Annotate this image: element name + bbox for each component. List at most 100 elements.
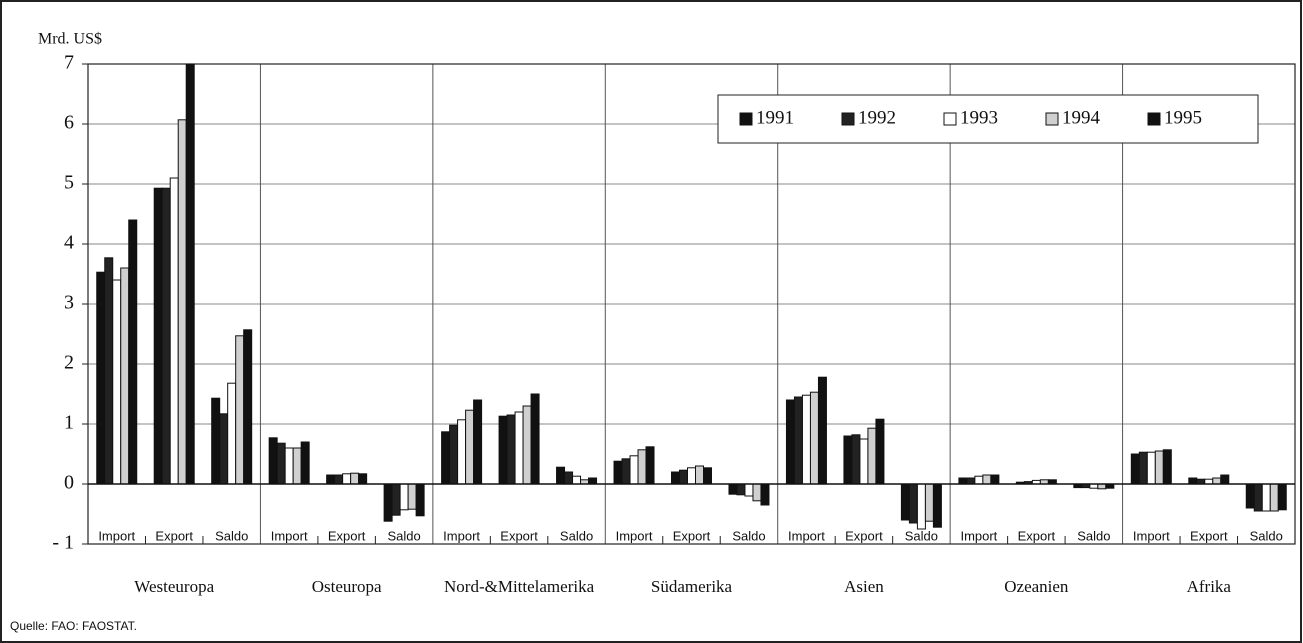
- x-tick-label: Export: [845, 528, 883, 543]
- bar: [104, 257, 114, 485]
- bar: [1269, 483, 1279, 512]
- bar: [120, 267, 130, 485]
- legend-swatch: [841, 112, 855, 126]
- x-tick-label: Import: [788, 528, 825, 543]
- bar: [1130, 453, 1140, 485]
- bar: [875, 418, 885, 485]
- legend-label: 1994: [1062, 107, 1101, 128]
- group-label: Ozeanien: [1004, 577, 1069, 596]
- bar: [744, 483, 754, 497]
- bar: [235, 335, 245, 485]
- bar: [407, 483, 417, 510]
- bar: [932, 483, 942, 528]
- bar: [441, 431, 451, 485]
- x-tick-label: Export: [155, 528, 193, 543]
- bar: [736, 483, 746, 496]
- legend-label: 1993: [960, 107, 998, 128]
- y-tick-label: 1: [64, 412, 74, 434]
- bar: [687, 467, 696, 485]
- legend-swatch: [739, 112, 753, 126]
- bar: [326, 474, 336, 485]
- bar: [227, 382, 237, 485]
- legend-label: 1991: [756, 107, 794, 128]
- legend-box: [717, 94, 1259, 144]
- bar: [1261, 483, 1271, 512]
- y-tick-label: 2: [64, 352, 74, 374]
- bar: [211, 397, 221, 485]
- x-tick-label: Saldo: [1250, 528, 1283, 543]
- bar: [809, 391, 819, 485]
- y-axis-label: Mrd. US$: [38, 31, 102, 48]
- x-tick-label: Export: [328, 528, 366, 543]
- bar: [637, 449, 647, 485]
- bar: [358, 473, 368, 485]
- x-tick-label: Import: [271, 528, 308, 543]
- bar: [785, 399, 795, 485]
- bar: [1245, 483, 1255, 509]
- bar: [990, 474, 1000, 485]
- bar: [1277, 483, 1287, 511]
- x-tick-label: Import: [616, 528, 653, 543]
- group-label: Südamerika: [651, 577, 733, 596]
- bar: [679, 469, 688, 485]
- y-tick-label: 3: [64, 292, 74, 314]
- y-tick-label: 6: [64, 112, 74, 134]
- bar: [268, 437, 278, 485]
- bar: [974, 475, 984, 485]
- legend-swatch: [1147, 112, 1161, 126]
- y-tick-label: 0: [64, 472, 74, 494]
- x-tick-label: Import: [960, 528, 997, 543]
- bar: [1220, 474, 1230, 485]
- legend-label: 1992: [858, 107, 896, 128]
- x-tick-label: Saldo: [387, 528, 420, 543]
- bar: [588, 477, 598, 485]
- group-label: Asien: [844, 577, 884, 596]
- bar: [916, 483, 926, 530]
- group-label: Westeuropa: [134, 577, 214, 596]
- x-tick-label: Saldo: [732, 528, 765, 543]
- bar: [958, 477, 968, 485]
- y-tick-label: - 1: [52, 532, 74, 554]
- group-label: Osteuropa: [312, 577, 382, 596]
- legend-swatch: [1045, 112, 1059, 126]
- bar: [96, 271, 106, 485]
- bar: [342, 473, 352, 485]
- bar: [284, 447, 294, 485]
- bar: [908, 483, 918, 524]
- bar: [629, 455, 639, 485]
- bar: [728, 483, 738, 495]
- bar: [128, 219, 138, 485]
- x-tick-label: Export: [673, 528, 711, 543]
- bar: [514, 411, 524, 485]
- bar: [161, 187, 171, 485]
- bar: [966, 477, 976, 485]
- x-tick-label: Import: [1133, 528, 1170, 543]
- bar: [169, 177, 179, 485]
- bar: [1188, 477, 1198, 485]
- bar: [1154, 450, 1164, 485]
- bar: [415, 483, 425, 517]
- bar: [613, 460, 623, 485]
- x-tick-label: Saldo: [905, 528, 938, 543]
- bar: [473, 399, 483, 485]
- legend-label: 1995: [1164, 107, 1202, 128]
- bar: [292, 447, 302, 485]
- x-tick-label: Saldo: [1077, 528, 1110, 543]
- group-label: Nord-&Mittelamerika: [444, 577, 595, 596]
- bar: [449, 424, 459, 485]
- bar: [1146, 451, 1156, 485]
- bar: [457, 419, 467, 485]
- group-label: Afrika: [1187, 577, 1232, 596]
- bar: [1212, 477, 1222, 485]
- bar: [982, 474, 992, 485]
- bar: [645, 446, 655, 485]
- bar: [843, 435, 853, 485]
- bar: [1138, 451, 1148, 485]
- bar: [924, 483, 934, 522]
- bar: [530, 393, 540, 485]
- source: Quelle: FAO: FAOSTAT.: [10, 619, 137, 633]
- bar: [383, 483, 393, 522]
- x-tick-label: Import: [98, 528, 135, 543]
- bar: [177, 119, 187, 485]
